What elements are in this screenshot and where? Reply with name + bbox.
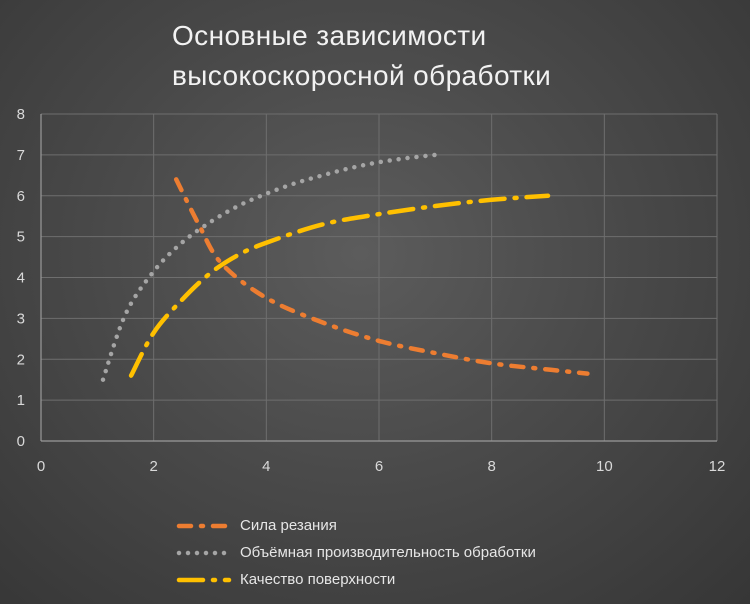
y-tick-label-2: 2: [17, 351, 25, 368]
x-tick-label-3: 6: [375, 458, 383, 475]
legend-swatch-surface-quality: [176, 577, 232, 582]
legend: Сила резания Объёмная производительность…: [176, 512, 536, 593]
x-tick-label-0: 0: [37, 458, 45, 475]
legend-item-volumetric-productivity: Объёмная производительность обработки: [176, 539, 536, 566]
legend-swatch-cutting-force: [176, 523, 232, 528]
y-tick-label-0: 0: [17, 433, 25, 450]
chart-title: Основные зависимости высокоскоросной обр…: [172, 16, 632, 96]
legend-label-cutting-force: Сила резания: [240, 517, 337, 534]
x-tick-label-1: 2: [149, 458, 157, 475]
legend-swatch-volumetric-productivity: [176, 550, 232, 555]
legend-item-cutting-force: Сила резания: [176, 512, 536, 539]
series-line-surface-quality: [128, 193, 551, 378]
y-tick-label-5: 5: [17, 229, 25, 246]
y-tick-label-1: 1: [17, 392, 25, 409]
chart-title-line-1: Основные зависимости: [172, 20, 487, 51]
legend-item-surface-quality: Качество поверхности: [176, 566, 536, 593]
x-tick-label-6: 12: [709, 458, 726, 475]
chart-title-line-2: высокоскоросной обработки: [172, 60, 552, 91]
series-line-volumetric-productivity: [100, 152, 438, 382]
y-tick-label-8: 8: [17, 106, 25, 123]
y-tick-label-3: 3: [17, 310, 25, 327]
x-tick-label-2: 4: [262, 458, 270, 475]
y-tick-label-7: 7: [17, 147, 25, 164]
legend-label-surface-quality: Качество поверхности: [240, 571, 396, 588]
y-tick-label-4: 4: [17, 270, 25, 287]
legend-label-volumetric-productivity: Объёмная производительность обработки: [240, 544, 536, 561]
x-tick-label-5: 10: [596, 458, 613, 475]
series-line-cutting-force: [173, 177, 590, 376]
y-tick-label-6: 6: [17, 188, 25, 205]
x-tick-label-4: 8: [487, 458, 495, 475]
